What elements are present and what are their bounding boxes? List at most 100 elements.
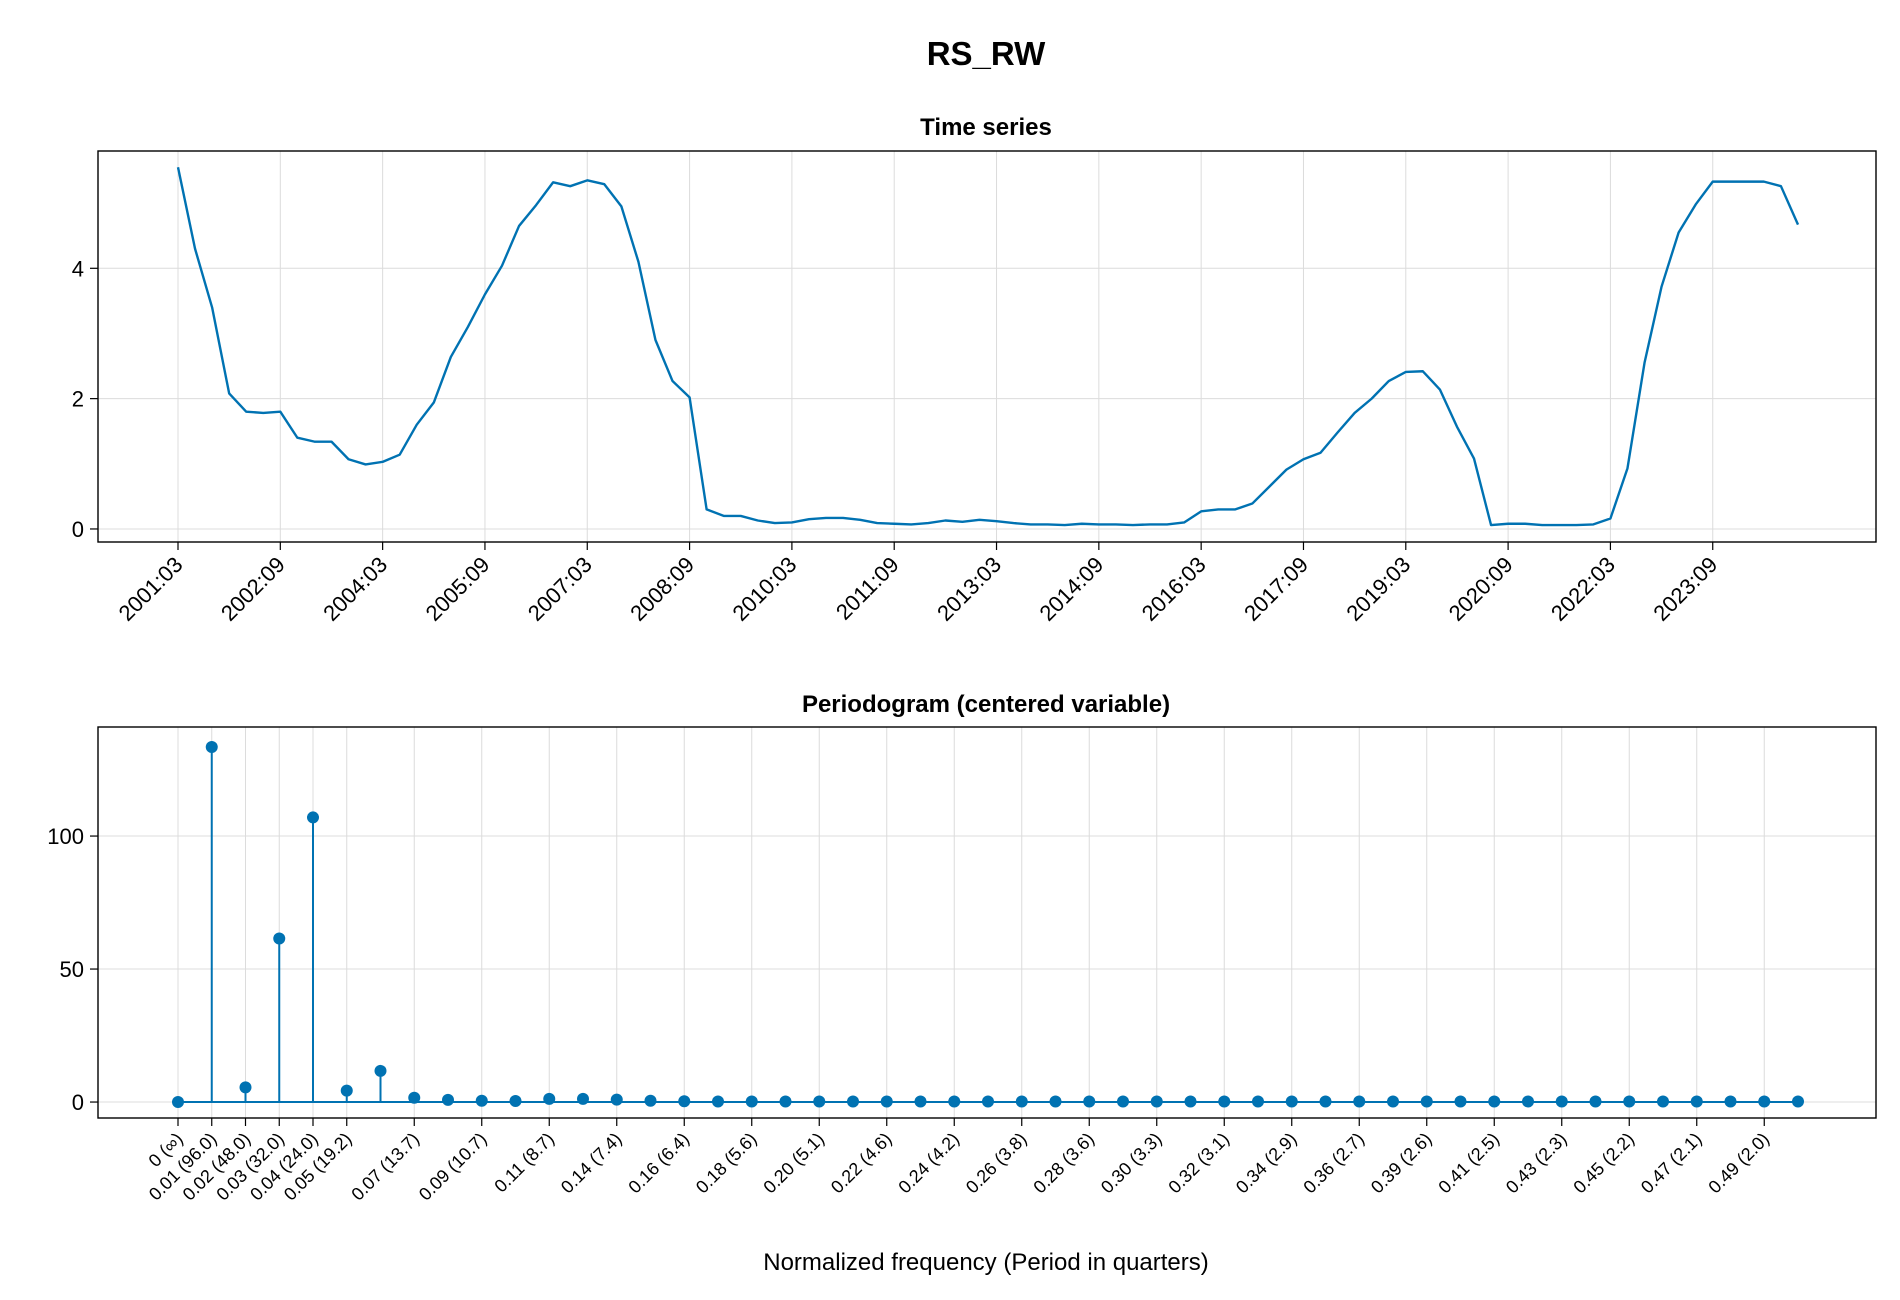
periodogram-point — [1690, 1095, 1703, 1108]
time-series-x-tick-label: 2007:03 — [523, 552, 597, 626]
periodogram-point — [1454, 1095, 1467, 1108]
periodogram-x-tick-labels: 0 (∞)0.01 (96.0)0.02 (48.0)0.03 (32.0)0.… — [145, 1129, 1774, 1205]
periodogram-point — [948, 1095, 961, 1108]
periodogram-x-tick-label: 0.22 (4.6) — [827, 1129, 896, 1198]
periodogram-point — [1353, 1095, 1366, 1108]
periodogram-point — [1724, 1095, 1737, 1108]
periodogram-point — [914, 1095, 927, 1108]
time-series-frame — [97, 150, 1877, 543]
periodogram-panel: Periodogram (centered variable) 0 50 100 0… — [47, 691, 1877, 1276]
periodogram-point — [374, 1064, 387, 1077]
periodogram-point — [1488, 1095, 1501, 1108]
periodogram-point — [1420, 1095, 1433, 1108]
time-series-y-tick-label: 0 — [72, 517, 84, 542]
periodogram-point — [610, 1093, 623, 1106]
periodogram-point — [1623, 1095, 1636, 1108]
time-series-x-tick-label: 2001:03 — [114, 552, 188, 626]
periodogram-point — [745, 1095, 758, 1108]
time-series-line — [176, 167, 1800, 527]
periodogram-point — [1319, 1095, 1332, 1108]
periodogram-point — [543, 1092, 556, 1105]
periodogram-point — [678, 1095, 691, 1108]
time-series-x-tick-label: 2019:03 — [1341, 552, 1415, 626]
time-series-x-tick-label: 2016:03 — [1137, 552, 1211, 626]
periodogram-x-tick-label: 0.20 (5.1) — [759, 1129, 828, 1198]
time-series-y-tick-label: 2 — [72, 387, 84, 412]
time-series-ticks — [90, 267, 1714, 550]
periodogram-point — [1015, 1095, 1028, 1108]
periodogram-ticks — [90, 835, 1765, 1126]
periodogram-x-tick-label: 0.07 (13.7) — [347, 1129, 423, 1205]
periodogram-point — [712, 1095, 724, 1108]
periodogram-x-tick-label: 0.16 (6.4) — [624, 1129, 693, 1198]
time-series-x-tick-label: 2010:03 — [728, 552, 802, 626]
periodogram-point — [273, 932, 286, 945]
periodogram-x-tick-label: 0.39 (2.6) — [1367, 1129, 1436, 1198]
periodogram-point — [307, 811, 319, 824]
periodogram-point — [1589, 1095, 1602, 1108]
periodogram-x-tick-label: 0.43 (2.3) — [1502, 1129, 1571, 1198]
periodogram-point — [1387, 1095, 1399, 1108]
time-series-x-tick-label: 2022:03 — [1546, 552, 1620, 626]
periodogram-stems — [172, 740, 1804, 1109]
periodogram-point — [509, 1094, 522, 1107]
periodogram-y-tick-labels: 0 50 100 — [47, 824, 84, 1115]
periodogram-point — [779, 1095, 792, 1108]
periodogram-point — [408, 1091, 421, 1104]
periodogram-x-axis-label: Normalized frequency (Period in quarters… — [763, 1249, 1209, 1276]
periodogram-point — [1657, 1095, 1669, 1108]
periodogram-point — [982, 1095, 994, 1108]
periodogram-x-tick-label: 0.32 (3.1) — [1164, 1129, 1233, 1198]
periodogram-point — [644, 1094, 657, 1107]
periodogram-x-tick-label: 0.28 (3.6) — [1029, 1129, 1098, 1198]
time-series-x-tick-label: 2004:03 — [318, 552, 392, 626]
time-series-title: Time series — [920, 114, 1052, 141]
periodogram-point — [847, 1095, 859, 1108]
periodogram-point — [1117, 1095, 1129, 1108]
periodogram-x-tick-label: 0.26 (3.8) — [962, 1129, 1031, 1198]
periodogram-point — [1285, 1095, 1298, 1108]
time-series-panel: Time series 024 2001:03 2002:09 2004:03 200… — [72, 114, 1877, 626]
time-series-x-tick-label: 2008:09 — [625, 552, 699, 626]
time-series-x-tick-labels: 2001:03 2002:09 2004:03 2005:09 2007:03 2008:… — [114, 552, 1723, 626]
periodogram-point — [813, 1095, 826, 1108]
periodogram-point — [1150, 1095, 1163, 1108]
periodogram-x-tick-label: 0.09 (10.7) — [415, 1129, 491, 1205]
periodogram-point — [1184, 1095, 1197, 1108]
time-series-x-tick-label: 2014:09 — [1034, 552, 1108, 626]
periodogram-title: Periodogram (centered variable) — [802, 691, 1170, 718]
periodogram-x-tick-label: 0.18 (5.6) — [692, 1129, 761, 1198]
periodogram-point — [475, 1094, 488, 1107]
periodogram-point — [577, 1092, 589, 1105]
figure-title: RS_RW — [927, 35, 1046, 72]
periodogram-x-tick-label: 0.47 (2.1) — [1637, 1129, 1706, 1198]
periodogram-y-tick-label: 100 — [47, 824, 84, 849]
periodogram-x-tick-label: 0.34 (2.9) — [1232, 1129, 1301, 1198]
periodogram-x-tick-label: 0.30 (3.3) — [1097, 1129, 1166, 1198]
periodogram-grid — [98, 727, 1876, 1118]
periodogram-point — [1792, 1095, 1804, 1108]
time-series-x-tick-label: 2005:09 — [421, 552, 495, 626]
periodogram-point — [442, 1093, 454, 1106]
time-series-x-tick-label: 2017:09 — [1239, 552, 1313, 626]
periodogram-point — [340, 1084, 353, 1097]
periodogram-point — [1252, 1095, 1264, 1108]
periodogram-frame — [97, 726, 1877, 1119]
periodogram-x-tick-label: 0.14 (7.4) — [557, 1129, 626, 1198]
time-series-x-tick-label: 2011:09 — [831, 552, 904, 625]
periodogram-point — [1083, 1095, 1096, 1108]
periodogram-point — [205, 740, 218, 753]
periodogram-y-tick-label: 0 — [72, 1090, 84, 1115]
periodogram-point — [1758, 1095, 1771, 1108]
periodogram-point — [172, 1096, 184, 1109]
periodogram-point — [1218, 1095, 1231, 1108]
time-series-grid — [98, 151, 1876, 542]
periodogram-point — [880, 1095, 893, 1108]
periodogram-x-tick-label: 0.45 (2.2) — [1569, 1129, 1638, 1198]
time-series-x-tick-label: 2002:09 — [216, 552, 290, 626]
periodogram-x-tick-label: 0.41 (2.5) — [1434, 1129, 1503, 1198]
time-series-x-tick-label: 2013:03 — [932, 552, 1006, 626]
periodogram-x-tick-label: 0.49 (2.0) — [1704, 1129, 1773, 1198]
periodogram-x-tick-label: 0.11 (8.7) — [490, 1129, 558, 1197]
periodogram-y-tick-label: 50 — [60, 957, 84, 982]
